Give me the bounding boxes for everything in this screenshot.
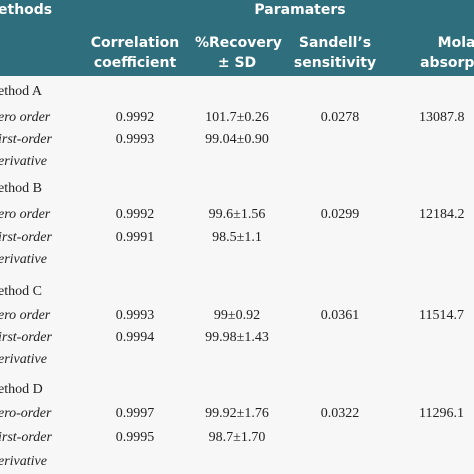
method-name: ethod B bbox=[0, 181, 42, 196]
method-name: ethod D bbox=[0, 382, 43, 397]
cell: 0.9993 bbox=[115, 308, 155, 323]
cell: 0.0361 bbox=[320, 308, 360, 323]
row-label: ero order bbox=[0, 308, 51, 323]
row-label: irst-order bbox=[0, 132, 52, 147]
cell: 0.0299 bbox=[320, 207, 360, 222]
row-label: irst-order bbox=[0, 430, 52, 445]
row-label: erivative bbox=[0, 252, 47, 267]
row-label: ero order bbox=[0, 110, 51, 125]
column-header: Molar absorptivi bbox=[420, 35, 474, 71]
cell: 0.9993 bbox=[115, 132, 155, 147]
cell: 0.0278 bbox=[320, 110, 360, 125]
cell: 99±0.92 bbox=[213, 308, 261, 323]
cell: 98.7±1.70 bbox=[208, 430, 266, 445]
column-header: Sandell’s sensitivity bbox=[293, 35, 377, 71]
row-label: irst-order bbox=[0, 230, 52, 245]
cell: 0.9994 bbox=[115, 330, 155, 345]
cell: 0.9991 bbox=[115, 230, 155, 245]
row-label: ero-order bbox=[0, 406, 52, 421]
row-label: erivative bbox=[0, 352, 47, 367]
cell: 0.9995 bbox=[115, 430, 155, 445]
row-label: erivative bbox=[0, 154, 47, 169]
group-header: Paramaters bbox=[254, 2, 346, 18]
cell: 0.9992 bbox=[115, 110, 155, 125]
method-name: ethod A bbox=[0, 84, 42, 99]
cell: 98.5±1.1 bbox=[212, 230, 262, 245]
cell: 99.92±1.76 bbox=[205, 406, 269, 421]
methods-header: ethods bbox=[0, 2, 53, 18]
row-label: irst-order bbox=[0, 330, 52, 345]
cell: 0.0322 bbox=[320, 406, 360, 421]
cell: 0.9997 bbox=[115, 406, 155, 421]
cell: 99.04±0.90 bbox=[205, 132, 269, 147]
cell: 99.98±1.43 bbox=[205, 330, 269, 345]
cell: 11514.7 bbox=[419, 308, 464, 323]
method-name: ethod C bbox=[0, 284, 42, 299]
column-header: %Recovery ± SD bbox=[195, 35, 282, 71]
cell: 13087.8 bbox=[419, 110, 465, 125]
row-label: ero order bbox=[0, 207, 51, 222]
row-label: erivative bbox=[0, 454, 47, 469]
cell: 12184.2 bbox=[419, 207, 465, 222]
cell: 0.9992 bbox=[115, 207, 155, 222]
table-header bbox=[0, 0, 474, 76]
cell: 101.7±0.26 bbox=[205, 110, 269, 125]
cell: 11296.1 bbox=[419, 406, 464, 421]
column-header: Correlation coefficient bbox=[90, 35, 180, 71]
cell: 99.6±1.56 bbox=[208, 207, 266, 222]
